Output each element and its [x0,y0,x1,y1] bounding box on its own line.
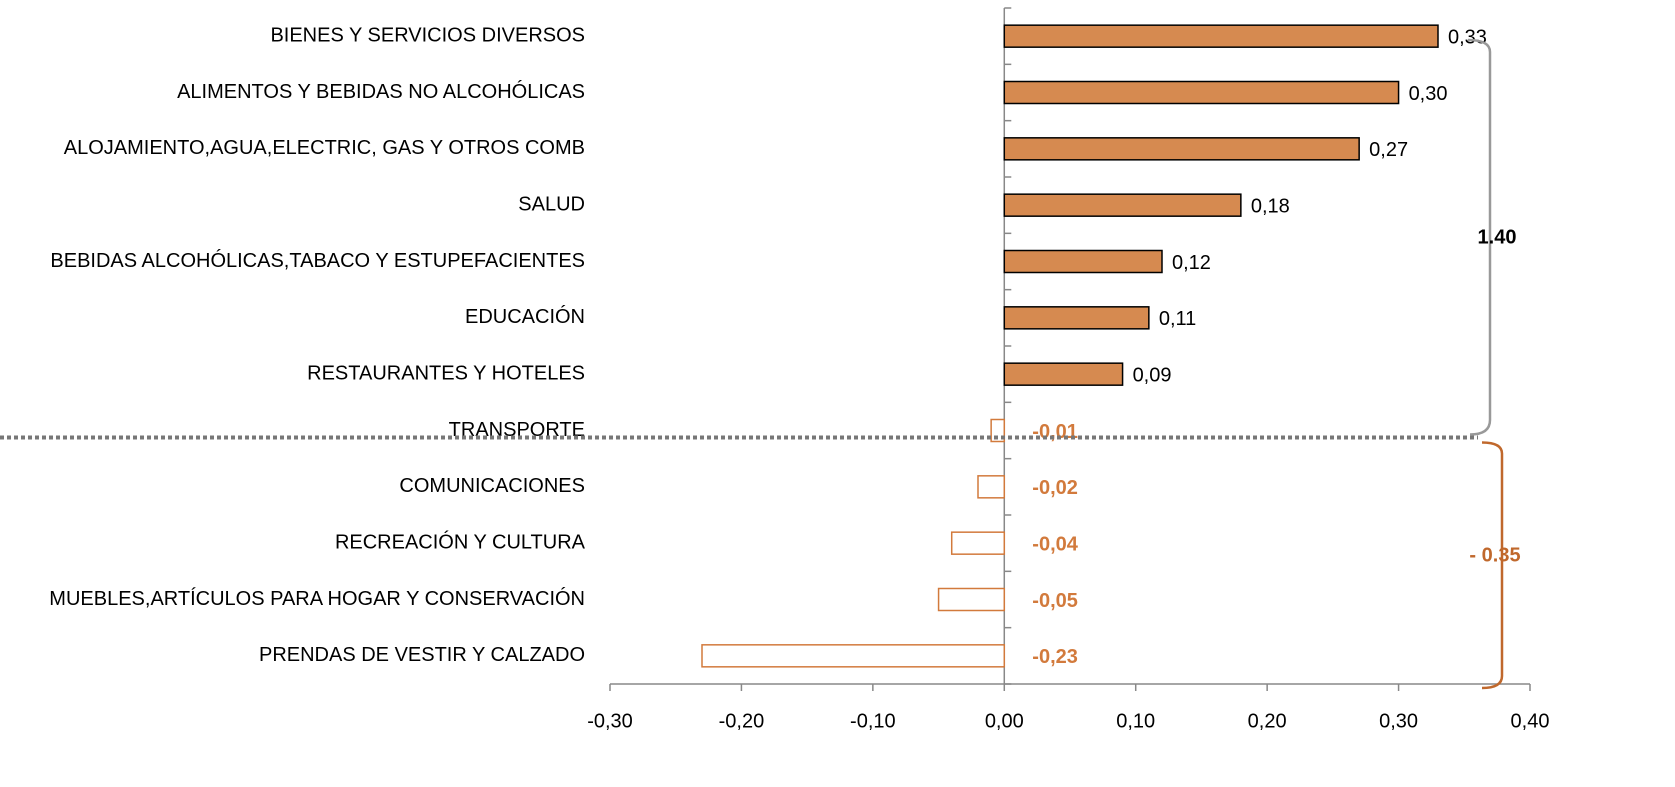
value-label: 0,18 [1251,195,1290,217]
x-tick-label: 0,10 [1116,710,1155,732]
bar [1003,306,1150,330]
bar [937,587,1006,612]
category-label: EDUCACIÓN [465,305,585,328]
category-label: MUEBLES,ARTÍCULOS PARA HOGAR Y CONSERVAC… [49,587,585,610]
bar [1003,24,1439,48]
value-label: -0,23 [1032,646,1078,668]
bar [977,475,1006,499]
annotation: 1.40 [1478,226,1517,248]
category-label: RECREACIÓN Y CULTURA [335,530,586,553]
value-label: 0,11 [1159,308,1196,330]
category-label: COMUNICACIONES [399,475,585,497]
value-label: -0,02 [1032,477,1078,499]
value-label: 0,09 [1133,364,1172,386]
category-label: RESTAURANTES Y HOTELES [307,362,585,384]
category-label: BIENES Y SERVICIOS DIVERSOS [270,24,585,46]
x-tick-label: 0,00 [985,710,1024,732]
category-label: ALIMENTOS Y BEBIDAS NO ALCOHÓLICAS [177,80,585,103]
value-label: 0,27 [1369,139,1408,161]
bar [701,644,1006,668]
bar [950,531,1006,555]
bracket [1481,441,1504,690]
x-tick-label: 0,20 [1248,710,1287,732]
x-tick-label: -0,10 [850,710,896,732]
x-tick-label: -0,30 [587,710,633,732]
value-label: -0,04 [1032,533,1078,555]
category-label: ALOJAMIENTO,AGUA,ELECTRIC, GAS Y OTROS C… [64,137,585,159]
x-tick-label: 0,30 [1379,710,1418,732]
category-label: PRENDAS DE VESTIR Y CALZADO [259,644,585,666]
category-label: BEBIDAS ALCOHÓLICAS,TABACO Y ESTUPEFACIE… [50,249,585,272]
value-label: -0,05 [1032,590,1078,612]
x-tick-label: -0,20 [719,710,765,732]
category-label: SALUD [518,193,585,215]
category-label: TRANSPORTE [449,419,585,441]
value-label: 0,33 [1448,26,1487,48]
value-label: 0,12 [1172,252,1211,274]
bar [1003,137,1360,161]
bar [1003,362,1124,386]
bar [1003,80,1400,105]
bar [1003,193,1242,217]
bar [1003,249,1163,274]
bracket [1467,38,1492,436]
value-label: 0,30 [1409,83,1448,105]
annotation: - 0.35 [1469,544,1520,566]
x-tick-label: 0,40 [1511,710,1550,732]
